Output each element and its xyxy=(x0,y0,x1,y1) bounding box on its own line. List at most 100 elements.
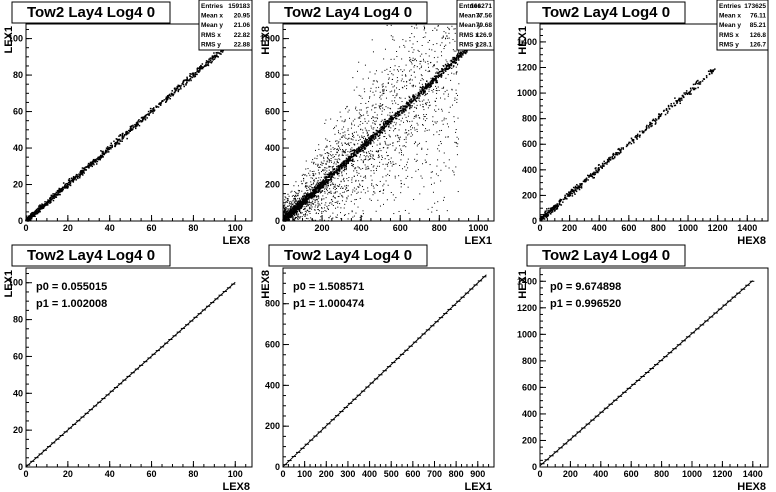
data-point xyxy=(428,105,430,107)
data-point xyxy=(351,159,353,161)
data-point xyxy=(77,175,80,177)
data-point xyxy=(353,153,355,155)
data-point xyxy=(331,181,333,183)
data-point xyxy=(402,154,404,156)
data-point xyxy=(336,149,338,151)
stats-frame xyxy=(198,0,253,51)
data-point xyxy=(361,115,363,117)
data-point xyxy=(416,66,418,68)
data-point xyxy=(305,185,307,187)
data-point xyxy=(387,147,389,149)
data-point xyxy=(135,124,138,127)
data-point xyxy=(66,185,68,188)
data-point xyxy=(382,83,384,85)
data-point xyxy=(47,199,49,201)
data-point xyxy=(417,114,419,116)
data-point xyxy=(422,86,424,88)
data-point xyxy=(74,176,77,178)
data-point xyxy=(317,180,319,182)
data-point xyxy=(298,201,301,204)
data-point xyxy=(287,211,289,213)
data-point xyxy=(420,66,422,68)
data-point xyxy=(359,156,361,158)
data-point xyxy=(285,209,287,211)
data-point xyxy=(335,154,337,156)
data-point xyxy=(383,183,385,185)
data-point xyxy=(450,60,453,62)
data-point xyxy=(214,56,216,58)
data-point xyxy=(445,66,448,68)
chart-panel-2: 0 200 400 600 800 100002004006008001000LEX1HE… xyxy=(260,0,495,247)
data-point xyxy=(287,198,289,200)
y-tick-label: 200 xyxy=(265,180,280,190)
data-point xyxy=(295,212,297,214)
data-point xyxy=(357,150,359,152)
data-point xyxy=(363,147,365,150)
data-point xyxy=(192,74,194,77)
data-point xyxy=(373,170,375,172)
data-point xyxy=(350,153,352,155)
data-point xyxy=(58,189,60,191)
data-point xyxy=(359,184,361,186)
data-point xyxy=(375,103,377,105)
data-point xyxy=(428,55,430,57)
data-point xyxy=(174,88,176,91)
data-point xyxy=(363,140,366,143)
data-point xyxy=(411,63,413,65)
data-point xyxy=(298,213,300,215)
data-point xyxy=(34,211,36,214)
data-point xyxy=(311,206,313,208)
data-point xyxy=(327,176,330,178)
data-point xyxy=(564,196,566,199)
data-point xyxy=(364,91,366,93)
data-point xyxy=(337,169,340,171)
data-point xyxy=(365,138,367,141)
data-point xyxy=(296,210,298,213)
data-point xyxy=(291,216,293,218)
data-point xyxy=(331,183,333,185)
data-point xyxy=(409,60,411,62)
data-point xyxy=(342,179,344,181)
data-point xyxy=(542,216,545,218)
stats-label: Mean x xyxy=(459,13,481,20)
data-point xyxy=(305,168,307,170)
data-point xyxy=(577,185,579,187)
data-point xyxy=(429,62,431,64)
data-point xyxy=(620,149,622,151)
data-point xyxy=(375,210,377,212)
data-point xyxy=(75,175,77,177)
data-point xyxy=(304,200,307,202)
data-point xyxy=(74,177,77,179)
data-point xyxy=(28,215,30,218)
data-point xyxy=(394,128,396,130)
data-point xyxy=(625,145,628,148)
data-point xyxy=(90,162,93,164)
data-point xyxy=(328,202,330,204)
data-point xyxy=(83,172,85,174)
data-point xyxy=(711,69,713,72)
data-point xyxy=(295,208,297,210)
data-point xyxy=(377,118,379,120)
data-point xyxy=(344,203,346,205)
data-point xyxy=(419,88,421,90)
data-point xyxy=(424,91,426,93)
data-point xyxy=(180,84,182,87)
data-point xyxy=(437,148,439,150)
data-point xyxy=(47,200,49,203)
data-point xyxy=(601,162,604,165)
y-axis-title: HEX1 xyxy=(517,26,529,55)
data-point xyxy=(451,63,453,65)
data-point xyxy=(95,163,98,165)
data-point xyxy=(323,176,325,178)
data-point xyxy=(385,151,387,153)
data-point xyxy=(395,122,397,124)
data-point xyxy=(44,202,47,205)
data-point xyxy=(301,205,303,207)
data-point xyxy=(455,61,457,64)
data-point xyxy=(53,193,56,195)
data-point xyxy=(431,82,433,85)
data-point xyxy=(354,154,356,156)
data-point xyxy=(286,212,288,214)
data-point xyxy=(437,175,439,177)
